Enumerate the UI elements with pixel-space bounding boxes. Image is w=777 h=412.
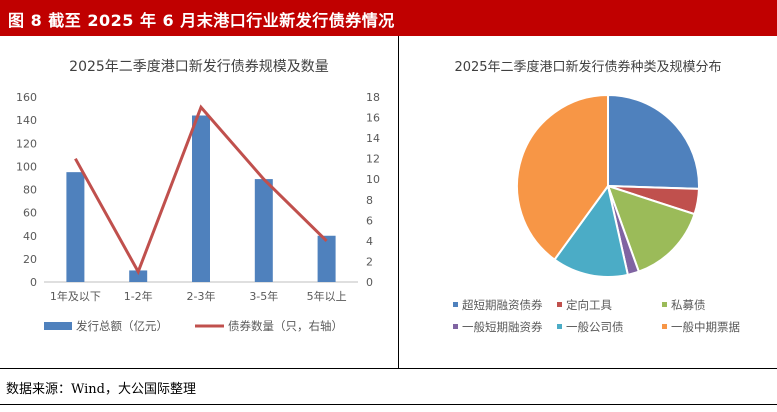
chart2-title: 2025年二季度港口新发行债券种类及规模分布 — [454, 59, 721, 75]
bar-line-chart-panel: 2025年二季度港口新发行债券规模及数量 0 20 40 60 80 100 120 140 1… — [0, 36, 398, 369]
chart1-bars — [66, 115, 336, 282]
legend-swatch — [453, 324, 458, 329]
y-left-tick-label: 120 — [16, 137, 37, 150]
y-left-tick-label: 100 — [16, 160, 37, 173]
y-right-tick-label: 10 — [366, 173, 380, 186]
panel-divider — [398, 36, 399, 369]
y-right-tick-label: 18 — [366, 91, 380, 104]
figure-header: 图 8 截至 2025 年 6 月末港口行业新发行债券情况 — [0, 0, 777, 36]
x-tick-label: 1-2年 — [124, 289, 153, 303]
chart1-axes: 0 20 40 60 80 100 120 140 160 0 2 4 6 8 10 12 14 16 18 1年及以… — [16, 91, 380, 303]
y-right-tick-label: 12 — [366, 153, 380, 166]
legend-swatch — [662, 302, 667, 307]
pie-slice — [516, 93, 609, 262]
legend-label: 一般中期票据 — [671, 320, 740, 334]
chart1-title: 2025年二季度港口新发行债券规模及数量 — [69, 59, 329, 75]
bottom-rule — [0, 404, 777, 405]
bar — [66, 172, 85, 282]
pie-chart: 2025年二季度港口新发行债券种类及规模分布 超短期融资债券 定向工具 私募债一般短… — [453, 59, 740, 334]
series-line — [74, 104, 328, 276]
bar-line-chart: 2025年二季度港口新发行债券规模及数量 0204060801001201401… — [16, 59, 380, 333]
y-left-tick-label: 60 — [23, 207, 37, 220]
legend-label: 定向工具 — [566, 298, 612, 312]
legend-label: 私募债 — [671, 298, 706, 312]
chart1-legend: 发行总额（亿元） 债券数量（只，右轴） — [44, 319, 343, 333]
y-left-tick-label: 160 — [16, 91, 37, 104]
y-left-tick-label: 20 — [23, 253, 37, 266]
y-right-tick-label: 2 — [366, 255, 373, 268]
legend-bar-swatch — [44, 322, 72, 330]
x-tick-label: 3-5年 — [249, 289, 278, 303]
legend-swatch — [453, 302, 458, 307]
legend-swatch — [557, 324, 562, 329]
y-right-tick-label: 6 — [366, 214, 373, 227]
chart2-slices — [516, 93, 700, 278]
legend-label: 一般公司债 — [566, 320, 624, 334]
figure-title: 图 8 截至 2025 年 6 月末港口行业新发行债券情况 — [8, 11, 395, 30]
data-source-note: 数据来源：Wind，大公国际整理 — [6, 382, 196, 397]
legend-label: 超短期融资债券 — [462, 298, 543, 312]
x-tick-label: 2-3年 — [187, 289, 216, 303]
bar — [254, 179, 273, 282]
legend-swatch — [662, 324, 667, 329]
y-left-tick-label: 0 — [30, 276, 37, 289]
bar — [317, 235, 336, 282]
y-right-tick-label: 14 — [366, 132, 380, 145]
pie-chart-panel: 2025年二季度港口新发行债券种类及规模分布 超短期融资债券 定向工具 私募债一般短… — [399, 36, 777, 369]
pie-slice — [607, 93, 700, 190]
y-right-tick-label: 16 — [366, 112, 380, 125]
x-tick-label: 5年以上 — [307, 289, 347, 303]
bar — [192, 115, 210, 282]
legend-line-label: 债券数量（只，右轴） — [228, 319, 343, 333]
y-left-tick-label: 40 — [23, 230, 37, 243]
chart1-line — [74, 104, 328, 276]
y-left-tick-label: 140 — [16, 114, 37, 127]
bar — [129, 270, 148, 282]
y-right-tick-label: 4 — [366, 235, 373, 248]
x-tick-label: 1年及以下 — [50, 289, 101, 303]
legend-swatch — [557, 302, 562, 307]
y-right-tick-label: 8 — [366, 194, 373, 207]
legend-label: 一般短期融资券 — [462, 320, 543, 334]
y-right-tick-label: 0 — [366, 276, 373, 289]
pie-slice — [553, 183, 630, 278]
pie-slice — [606, 184, 696, 273]
y-left-tick-label: 80 — [23, 184, 37, 197]
legend-bar-label: 发行总额（亿元） — [76, 319, 168, 333]
